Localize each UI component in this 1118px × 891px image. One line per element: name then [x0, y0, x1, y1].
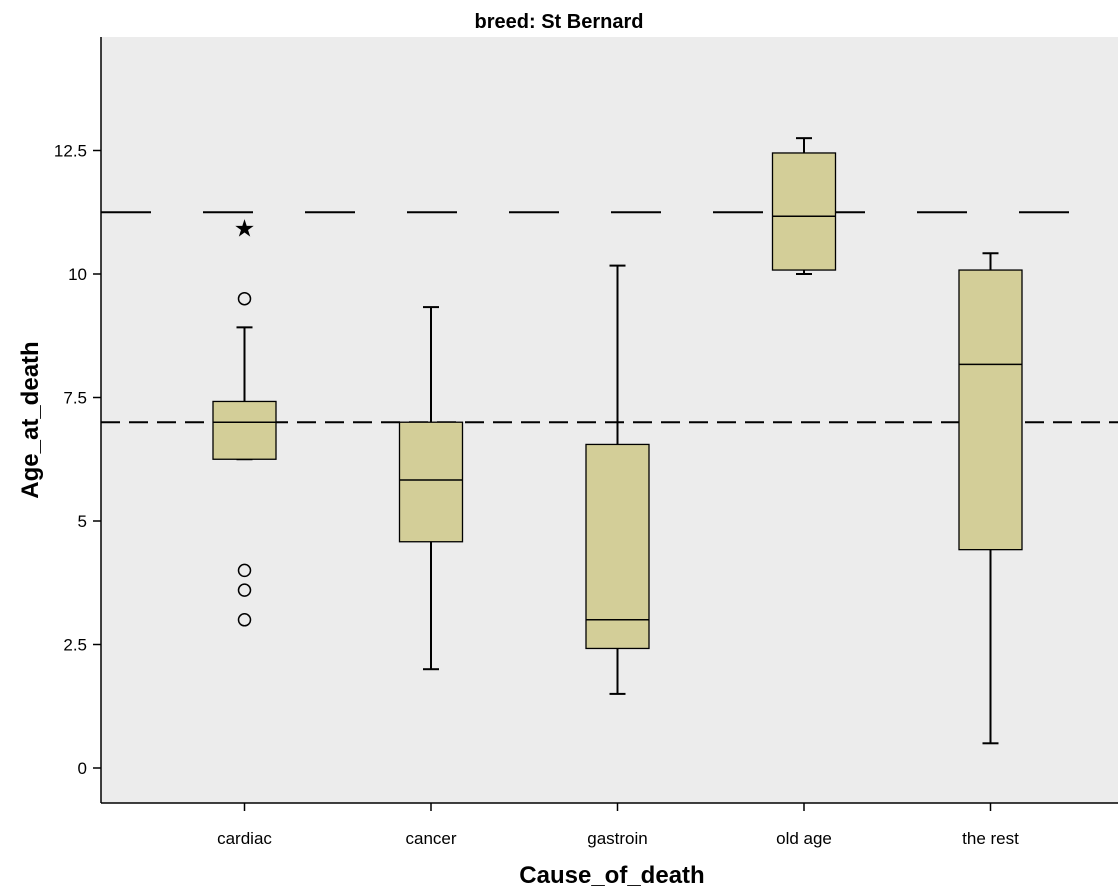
- x-ticks: cardiac cancer gastroin old age the rest: [217, 803, 1019, 848]
- outlier-point: [237, 583, 252, 597]
- y-tick-label: 7.5: [63, 389, 87, 408]
- x-tick-label: cardiac: [217, 829, 272, 848]
- outlier-point: [237, 291, 252, 306]
- box-iqr: [398, 421, 464, 543]
- x-tick-label: old age: [776, 829, 832, 848]
- box-the-rest: [958, 252, 1023, 745]
- x-tick-label: gastroin: [587, 829, 647, 848]
- box-cardiac: ★: [212, 216, 277, 627]
- outlier-point: [237, 563, 252, 578]
- x-tick-label: cancer: [405, 829, 456, 848]
- outlier-point: [237, 613, 252, 627]
- x-axis-title: Cause_of_death: [519, 862, 704, 889]
- box-iqr: [771, 152, 837, 271]
- box-iqr: [958, 269, 1023, 551]
- axes: [100, 37, 1118, 804]
- chart-title: breed: St Bernard: [475, 11, 644, 33]
- box-iqr: [585, 443, 650, 650]
- box-iqr: [212, 400, 277, 460]
- x-tick-label: the rest: [962, 829, 1019, 848]
- y-axis-title: Age_at_death: [17, 341, 44, 498]
- y-tick-label: 5: [78, 512, 87, 531]
- y-tick-label: 10: [68, 265, 87, 284]
- y-ticks: 0 2.5 5 7.5 10 12.5: [54, 142, 101, 778]
- y-tick-label: 0: [78, 759, 87, 778]
- y-tick-label: 2.5: [63, 636, 87, 655]
- box-series: ★: [212, 137, 1023, 745]
- box-old-age: [771, 137, 837, 275]
- box-gastroin: [585, 264, 650, 695]
- y-tick-label: 12.5: [54, 142, 87, 161]
- box-cancer: [398, 306, 464, 671]
- extreme-point: ★: [234, 216, 256, 243]
